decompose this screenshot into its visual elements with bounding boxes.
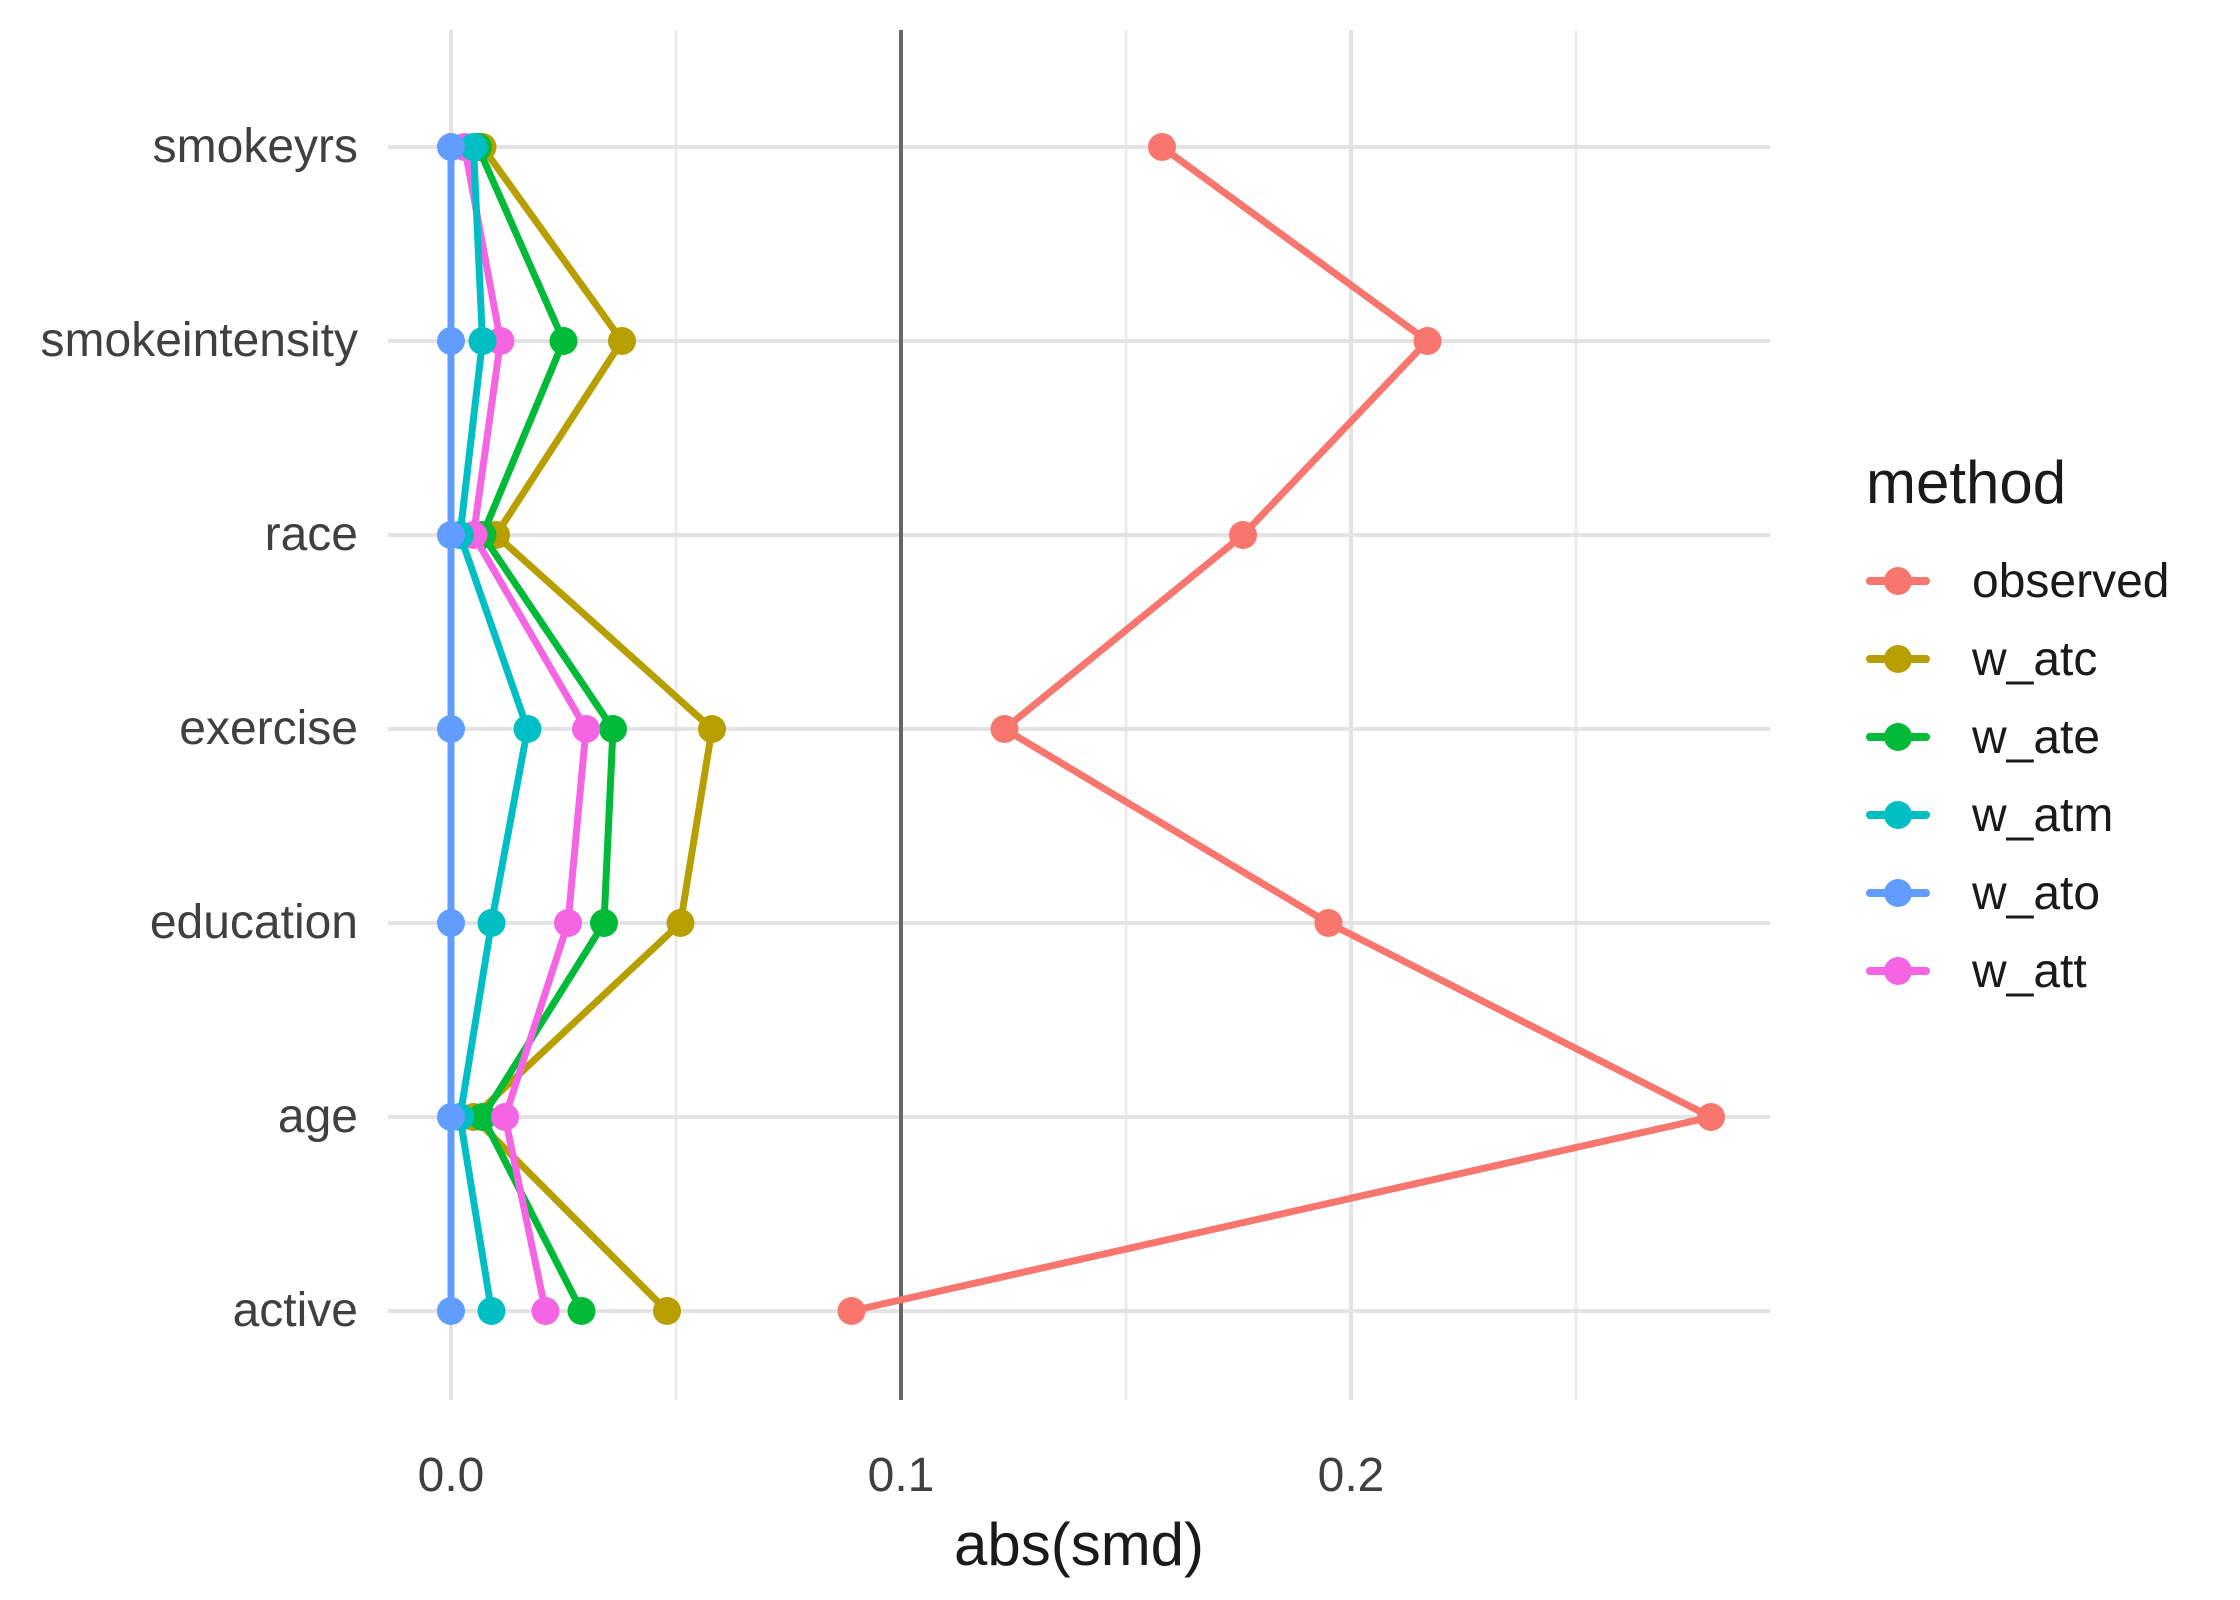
series-point-w_att-exercise <box>572 715 600 743</box>
series-point-observed-education <box>1314 909 1343 937</box>
series-point-w_ate-active <box>567 1297 596 1325</box>
series-point-observed-smokeyrs <box>1148 133 1176 161</box>
series-point-w_ato-active <box>437 1297 465 1325</box>
series-point-w_ato-education <box>437 909 465 937</box>
series-point-observed-smokeintensity <box>1413 327 1442 355</box>
x-axis-title: abs(smd) <box>953 1511 1205 1578</box>
x-axis-tick-0.0: 0.0 <box>417 1449 485 1502</box>
y-axis-label-exercise: exercise <box>179 702 358 755</box>
series-point-w_att-active <box>531 1297 560 1325</box>
legend-entry-label: w_atm <box>1972 788 2114 842</box>
legend-entry-label: observed <box>1972 554 2170 608</box>
x-axis-tick-0.2: 0.2 <box>1317 1449 1385 1502</box>
series-point-w_ato-race <box>437 521 465 549</box>
legend: method observed w_atc w_ate w_atm w_ato … <box>1866 448 2240 998</box>
series-point-w_atm-smokeyrs <box>459 133 488 161</box>
legend-entry-w-ato: w_ato <box>1866 865 2100 921</box>
legend-entry-w-atc: w_atc <box>1866 631 2097 687</box>
series-point-observed-age <box>1697 1103 1725 1131</box>
x-axis-tick-0.1: 0.1 <box>867 1449 935 1502</box>
y-axis-label-smokeintensity: smokeintensity <box>40 314 358 367</box>
series-point-w_atm-education <box>477 909 506 937</box>
series-point-w_atc-exercise <box>698 715 726 743</box>
series-point-w_att-education <box>554 909 582 937</box>
series-point-w_ato-age <box>437 1103 465 1131</box>
legend-entry-w-att: w_att <box>1866 943 2087 999</box>
series-point-w_ato-smokeintensity <box>437 327 465 355</box>
series-point-w_ato-exercise <box>437 715 465 743</box>
legend-entry-label: w_att <box>1972 944 2087 998</box>
series-point-w_ato-smokeyrs <box>437 133 465 161</box>
series-point-w_atc-active <box>653 1297 681 1325</box>
legend-entry-label: w_atc <box>1972 632 2098 686</box>
series-point-w_ate-smokeintensity <box>549 327 578 355</box>
series-point-w_atm-active <box>477 1297 506 1325</box>
series-point-w_ate-age <box>468 1103 497 1131</box>
series-point-w_atm-exercise <box>513 715 542 743</box>
series-point-observed-active <box>837 1297 866 1325</box>
legend-key-w-ate-icon <box>1866 709 1930 765</box>
y-axis-label-active: active <box>232 1284 358 1337</box>
legend-key-w-atc-icon <box>1866 631 1930 687</box>
series-point-observed-exercise <box>990 715 1019 743</box>
y-axis-label-smokeyrs: smokeyrs <box>152 120 358 173</box>
legend-title: method <box>1866 449 2067 516</box>
series-point-w_att-age <box>491 1103 519 1131</box>
legend-key-w-atm-icon <box>1866 787 1930 843</box>
series-point-w_ate-education <box>590 909 618 937</box>
y-axis-label-race: race <box>264 508 358 561</box>
legend-entry-w-atm: w_atm <box>1866 787 2113 843</box>
legend-key-w-att-icon <box>1866 943 1930 999</box>
series-point-w_atc-education <box>666 909 695 937</box>
series-point-w_ate-exercise <box>599 715 627 743</box>
series-point-w_atc-smokeintensity <box>608 327 636 355</box>
legend-entry-label: w_ato <box>1972 866 2101 920</box>
series-point-w_atm-smokeintensity <box>468 327 497 355</box>
y-axis-label-education: education <box>149 896 358 949</box>
legend-key-w-ato-icon <box>1866 865 1930 921</box>
legend-key-observed-icon <box>1866 553 1930 609</box>
legend-entry-observed: observed <box>1866 553 2169 609</box>
series-point-observed-race <box>1229 521 1257 549</box>
y-axis-label-age: age <box>277 1090 358 1143</box>
legend-entry-w-ate: w_ate <box>1866 709 2100 765</box>
legend-entry-label: w_ate <box>1972 710 2101 764</box>
